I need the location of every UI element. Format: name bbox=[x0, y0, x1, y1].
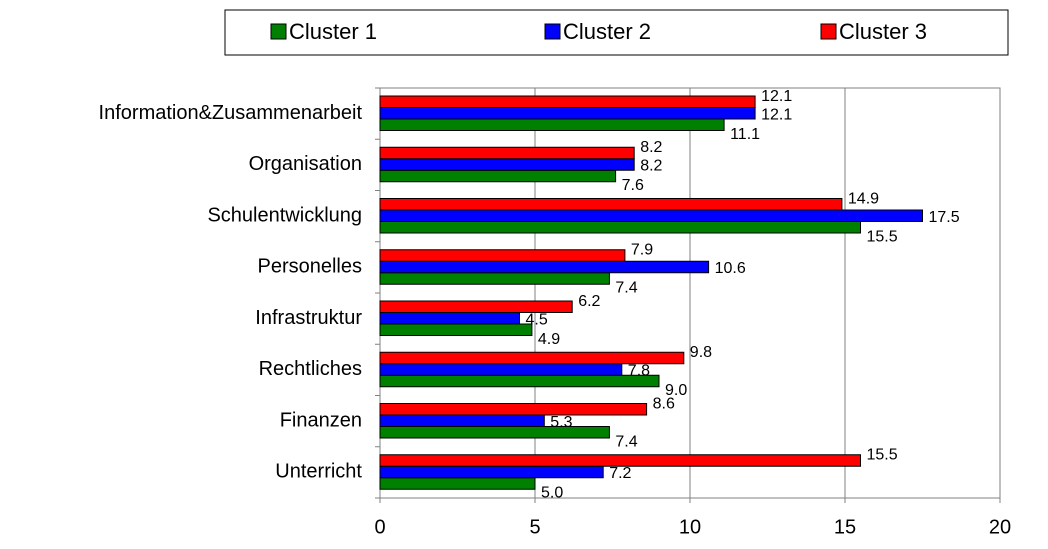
bar bbox=[379, 414, 545, 427]
data-label: 8.2 bbox=[640, 158, 662, 175]
y-tick-label: Personelles bbox=[257, 256, 362, 278]
data-label: 8.2 bbox=[640, 139, 662, 156]
data-label: 7.9 bbox=[631, 242, 653, 259]
legend-box bbox=[224, 9, 1009, 56]
data-label: 8.6 bbox=[653, 395, 675, 412]
legend-swatch bbox=[270, 23, 287, 40]
legend-label: Cluster 2 bbox=[563, 19, 651, 44]
x-tick-label: 5 bbox=[529, 516, 540, 538]
bar bbox=[379, 323, 533, 336]
bar bbox=[379, 465, 604, 479]
y-tick-label: Unterricht bbox=[275, 461, 362, 483]
y-tick-label: Information&Zusammenarbeit bbox=[99, 102, 363, 124]
bar bbox=[379, 95, 756, 108]
data-label: 12.1 bbox=[761, 88, 792, 105]
bar bbox=[379, 158, 635, 171]
bar bbox=[379, 426, 610, 439]
y-tick-label: Infrastruktur bbox=[255, 307, 362, 329]
x-tick-label: 20 bbox=[989, 516, 1011, 538]
y-tick-label: Rechtliches bbox=[259, 358, 362, 380]
data-label: 9.8 bbox=[690, 344, 712, 361]
bar bbox=[379, 146, 635, 160]
x-tick-label: 0 bbox=[374, 516, 385, 538]
bar bbox=[379, 477, 536, 490]
data-label: 5.3 bbox=[550, 414, 572, 431]
bar bbox=[379, 272, 610, 285]
bar bbox=[379, 351, 685, 365]
bar bbox=[379, 363, 623, 376]
bar bbox=[379, 374, 660, 388]
data-label: 11.1 bbox=[730, 126, 760, 143]
bar bbox=[379, 107, 756, 120]
legend-label: Cluster 1 bbox=[289, 19, 377, 44]
bar bbox=[379, 249, 626, 262]
bar bbox=[379, 169, 617, 183]
data-label: 4.5 bbox=[526, 311, 548, 328]
data-label: 6.2 bbox=[578, 293, 600, 310]
bar bbox=[379, 209, 923, 222]
legend-swatch bbox=[820, 23, 837, 40]
bar bbox=[379, 118, 725, 131]
data-label: 9.0 bbox=[665, 382, 687, 399]
data-label: 10.6 bbox=[715, 260, 746, 277]
data-label: 12.1 bbox=[761, 106, 792, 123]
bar bbox=[379, 312, 520, 325]
y-tick-label: Finanzen bbox=[280, 409, 362, 431]
data-label: 7.2 bbox=[609, 465, 631, 482]
data-label: 7.6 bbox=[622, 177, 644, 194]
data-label: 7.4 bbox=[615, 433, 637, 450]
data-label: 4.9 bbox=[538, 331, 560, 348]
y-tick-label: Organisation bbox=[249, 153, 362, 175]
bar bbox=[379, 198, 843, 211]
data-label: 17.5 bbox=[929, 209, 960, 226]
bar bbox=[379, 221, 861, 234]
legend-label: Cluster 3 bbox=[839, 19, 927, 44]
bar bbox=[379, 403, 648, 416]
data-label: 15.5 bbox=[867, 447, 898, 464]
data-label: 14.9 bbox=[848, 190, 879, 207]
x-tick-label: 15 bbox=[834, 516, 856, 538]
data-label: 7.8 bbox=[628, 363, 650, 380]
bar bbox=[379, 260, 710, 274]
data-label: 7.4 bbox=[615, 280, 637, 297]
data-label: 15.5 bbox=[867, 228, 898, 245]
y-tick-label: Schulentwicklung bbox=[207, 204, 362, 226]
data-label: 5.0 bbox=[541, 485, 563, 502]
bar bbox=[379, 454, 861, 467]
x-tick-label: 10 bbox=[679, 516, 701, 538]
legend-swatch bbox=[544, 23, 561, 40]
bar bbox=[379, 300, 573, 313]
